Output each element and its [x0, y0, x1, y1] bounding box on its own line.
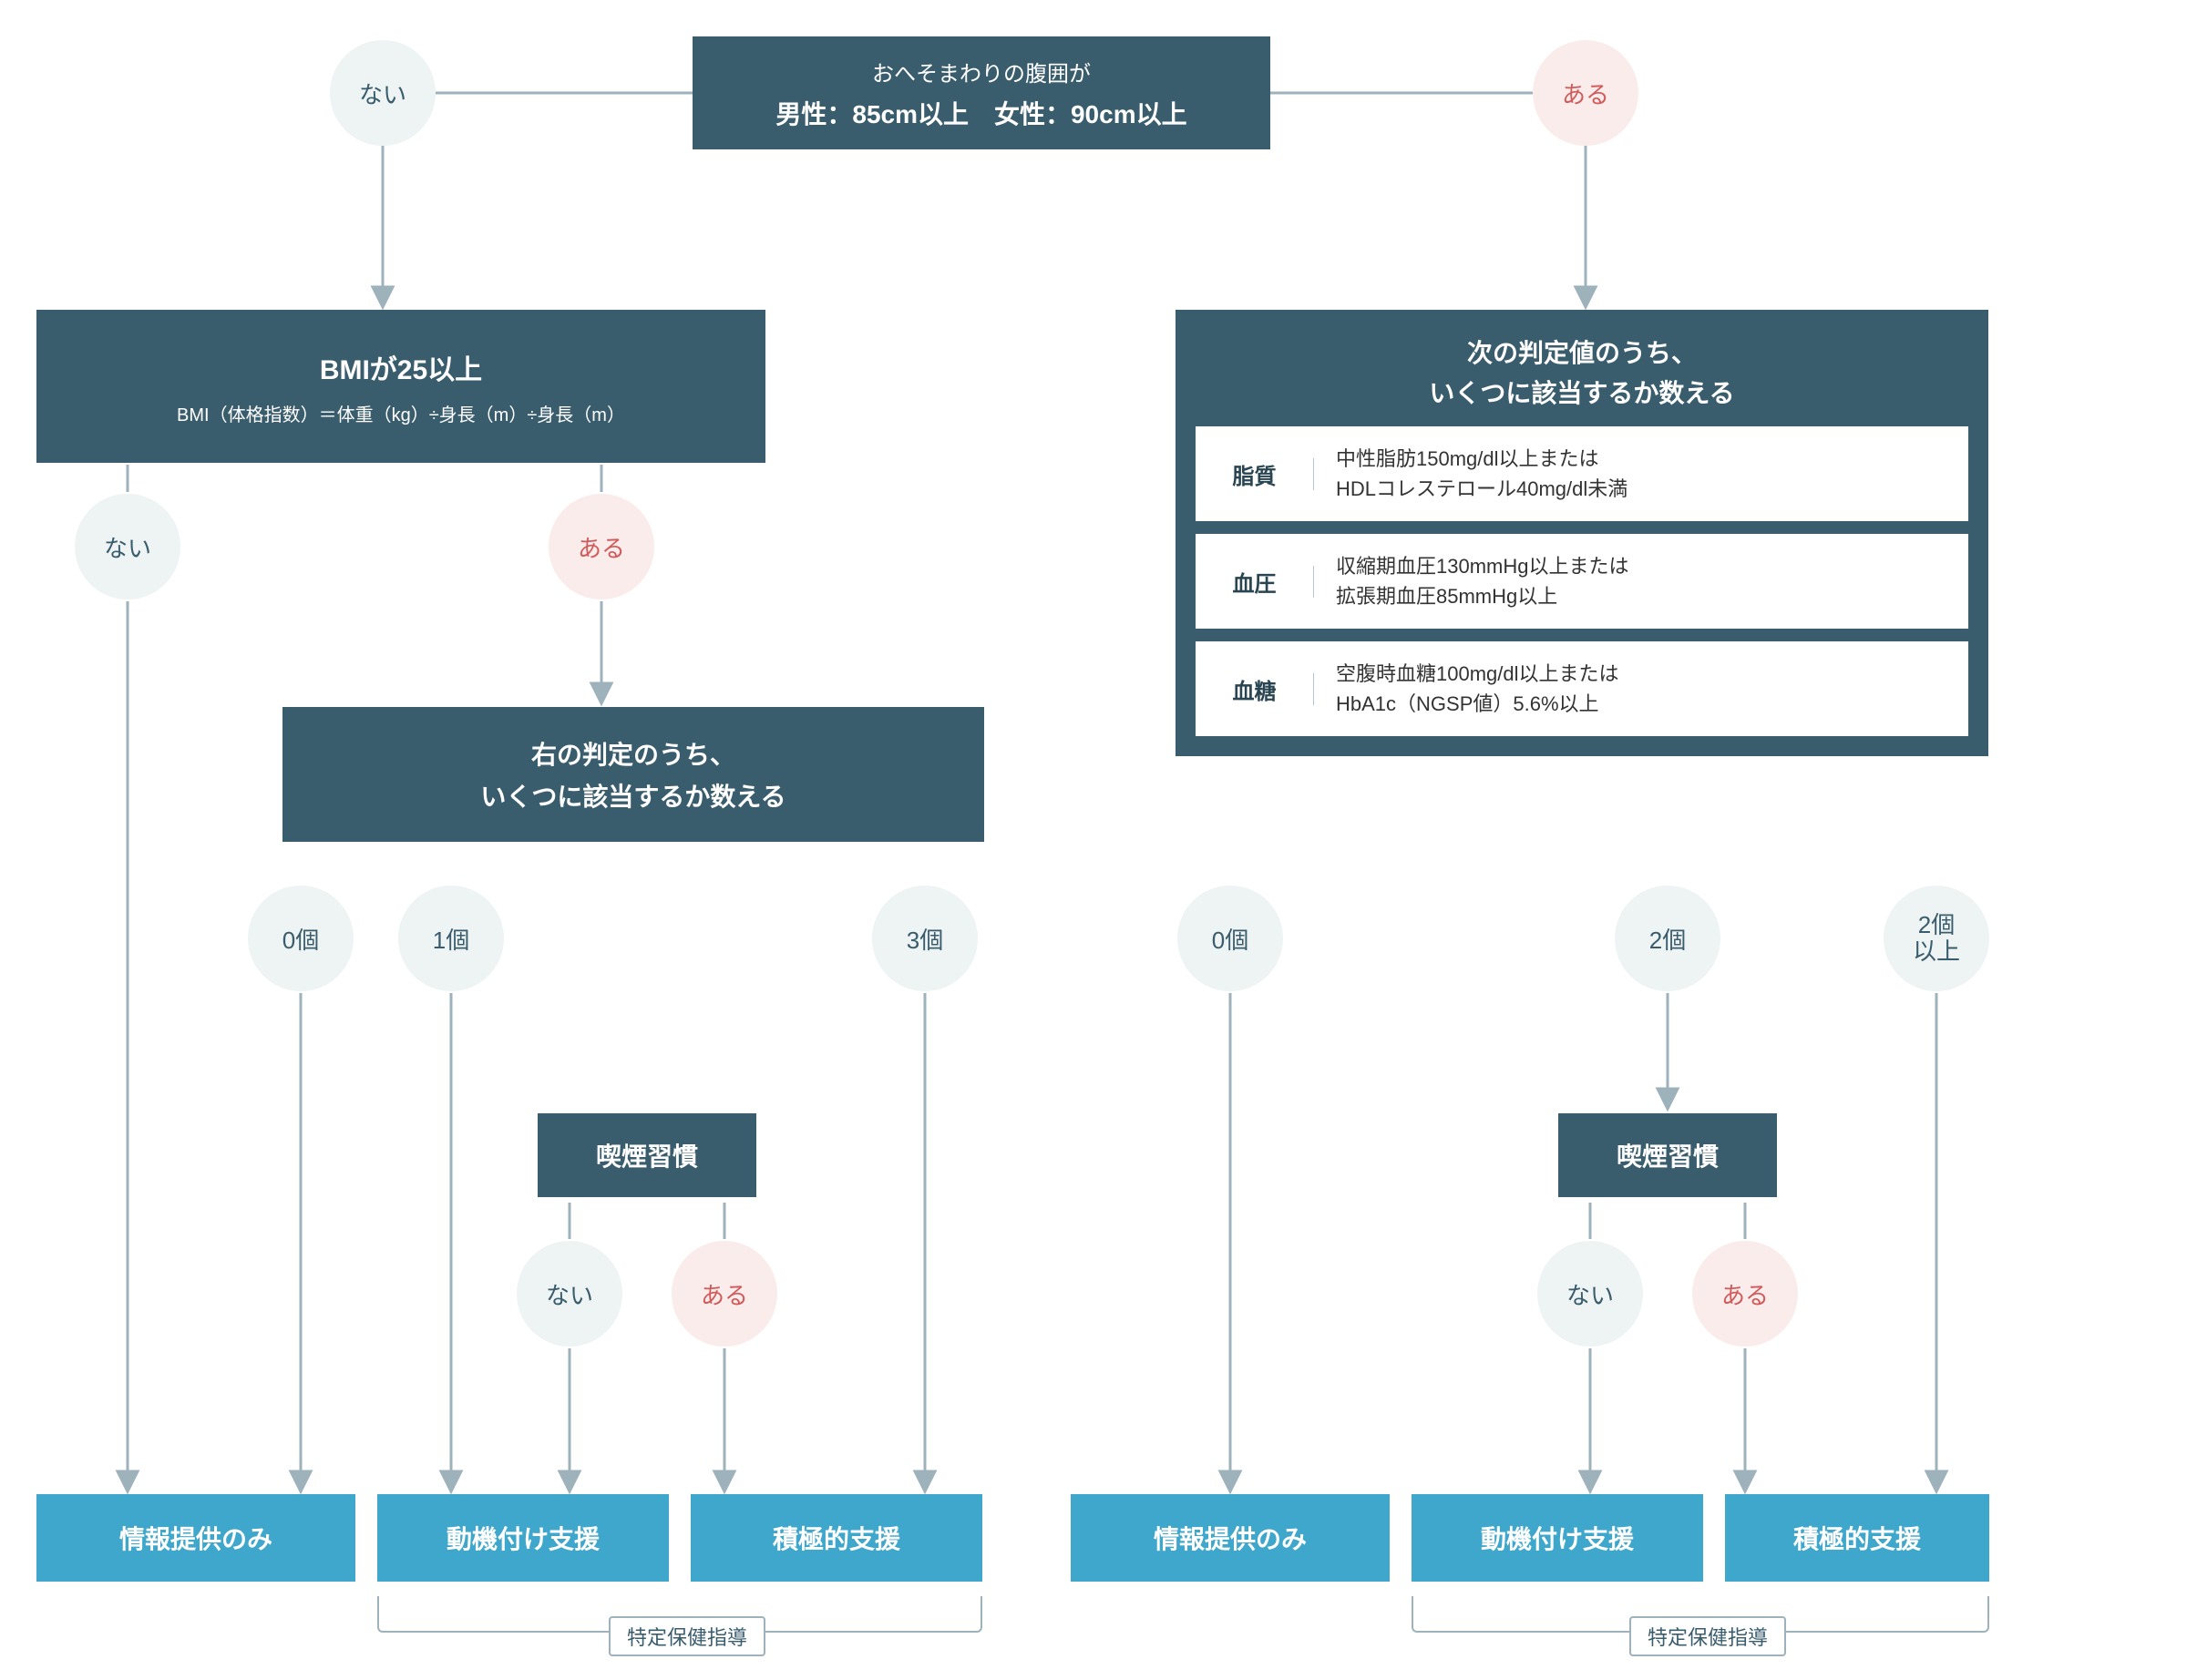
left-3-circle: 3個 — [872, 886, 978, 991]
left-0-circle: 0個 — [248, 886, 354, 991]
result-motiv-left: 動機付け支援 — [377, 1494, 669, 1582]
result-active-left: 積極的支援 — [691, 1494, 982, 1582]
left-1-circle: 1個 — [398, 886, 504, 991]
root-no-circle: ない — [330, 40, 436, 146]
result-active-right: 積極的支援 — [1725, 1494, 1989, 1582]
bmi-title: BMIが25以上 — [320, 347, 482, 387]
right-smoking-yes: ある — [1692, 1241, 1798, 1347]
left-smoking-box: 喫煙習慣 — [538, 1113, 756, 1197]
criteria-lipid: 脂質 中性脂肪150mg/dl以上または HDLコレステロール40mg/dl未満 — [1196, 426, 1968, 521]
root-line2: 男性：85cm以上 女性：90cm以上 — [775, 95, 1186, 131]
right-smoking-box: 喫煙習慣 — [1558, 1113, 1777, 1197]
right-2-circle: 2個 — [1615, 886, 1720, 991]
root-box: おへそまわりの腹囲が 男性：85cm以上 女性：90cm以上 — [693, 36, 1270, 149]
root-line1: おへそまわりの腹囲が — [872, 56, 1091, 87]
criteria-sugar: 血糖 空腹時血糖100mg/dl以上または HbA1c（NGSP値）5.6%以上 — [1196, 641, 1968, 736]
root-yes-circle: ある — [1533, 40, 1638, 146]
right-2plus-circle: 2個 以上 — [1884, 886, 1989, 991]
bmi-no-circle: ない — [75, 494, 180, 599]
criteria-bp: 血圧 収縮期血圧130mmHg以上または 拡張期血圧85mmHg以上 — [1196, 534, 1968, 629]
result-info-left: 情報提供のみ — [36, 1494, 355, 1582]
left-bracket-label: 特定保健指導 — [609, 1616, 765, 1656]
right-bracket-label: 特定保健指導 — [1629, 1616, 1786, 1656]
right-smoking-no: ない — [1537, 1241, 1643, 1347]
left-smoking-no: ない — [517, 1241, 622, 1347]
left-count-box: 右の判定のうち、 いくつに該当するか数える — [282, 707, 984, 842]
bmi-sub: BMI（体格指数）＝体重（kg）÷身長（m）÷身長（m） — [177, 400, 625, 426]
left-smoking-yes: ある — [672, 1241, 777, 1347]
right-0-circle: 0個 — [1177, 886, 1283, 991]
result-motiv-right: 動機付け支援 — [1412, 1494, 1703, 1582]
bmi-yes-circle: ある — [549, 494, 654, 599]
bmi-box: BMIが25以上 BMI（体格指数）＝体重（kg）÷身長（m）÷身長（m） — [36, 310, 765, 463]
result-info-right: 情報提供のみ — [1071, 1494, 1390, 1582]
